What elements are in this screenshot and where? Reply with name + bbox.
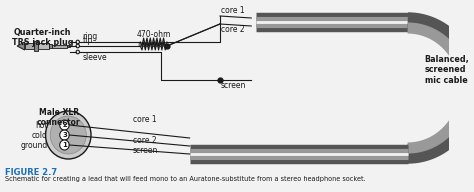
- Text: 1: 1: [62, 142, 67, 148]
- Text: hot: hot: [35, 121, 47, 129]
- Circle shape: [60, 140, 69, 150]
- Text: Balanced,
screened
mic cable: Balanced, screened mic cable: [425, 55, 470, 85]
- Circle shape: [76, 44, 80, 48]
- Text: screen: screen: [133, 146, 158, 155]
- Bar: [34, 41, 38, 51]
- Bar: [25, 43, 34, 49]
- Text: cold: cold: [32, 131, 47, 140]
- Text: 3: 3: [62, 132, 67, 138]
- Text: tip: tip: [82, 36, 93, 45]
- Bar: [49, 44, 52, 48]
- Text: 470-ohm
resistors: 470-ohm resistors: [137, 30, 171, 49]
- Bar: [67, 45, 70, 47]
- Circle shape: [76, 50, 80, 54]
- Polygon shape: [17, 42, 25, 50]
- Text: sleeve: sleeve: [82, 53, 107, 62]
- Text: ground: ground: [20, 141, 47, 150]
- Circle shape: [46, 111, 91, 159]
- Text: ring: ring: [82, 32, 98, 41]
- Circle shape: [60, 130, 69, 140]
- Text: Schematic for creating a lead that will feed mono to an Auratone-substitute from: Schematic for creating a lead that will …: [5, 176, 365, 182]
- Circle shape: [50, 116, 86, 154]
- Text: core 2: core 2: [221, 25, 245, 34]
- Text: Quarter-inch
TRS jack plug: Quarter-inch TRS jack plug: [12, 28, 73, 47]
- Text: Male XLR
connector: Male XLR connector: [37, 108, 81, 127]
- Bar: [38, 43, 49, 49]
- Bar: [52, 45, 67, 47]
- Text: 2: 2: [62, 122, 67, 128]
- Circle shape: [76, 40, 80, 44]
- Circle shape: [60, 120, 69, 130]
- Text: core 1: core 1: [133, 115, 156, 124]
- Text: core 2: core 2: [133, 136, 156, 145]
- Text: core 1: core 1: [221, 6, 245, 15]
- Text: FIGURE 2.7: FIGURE 2.7: [5, 168, 57, 177]
- Text: screen: screen: [221, 81, 246, 90]
